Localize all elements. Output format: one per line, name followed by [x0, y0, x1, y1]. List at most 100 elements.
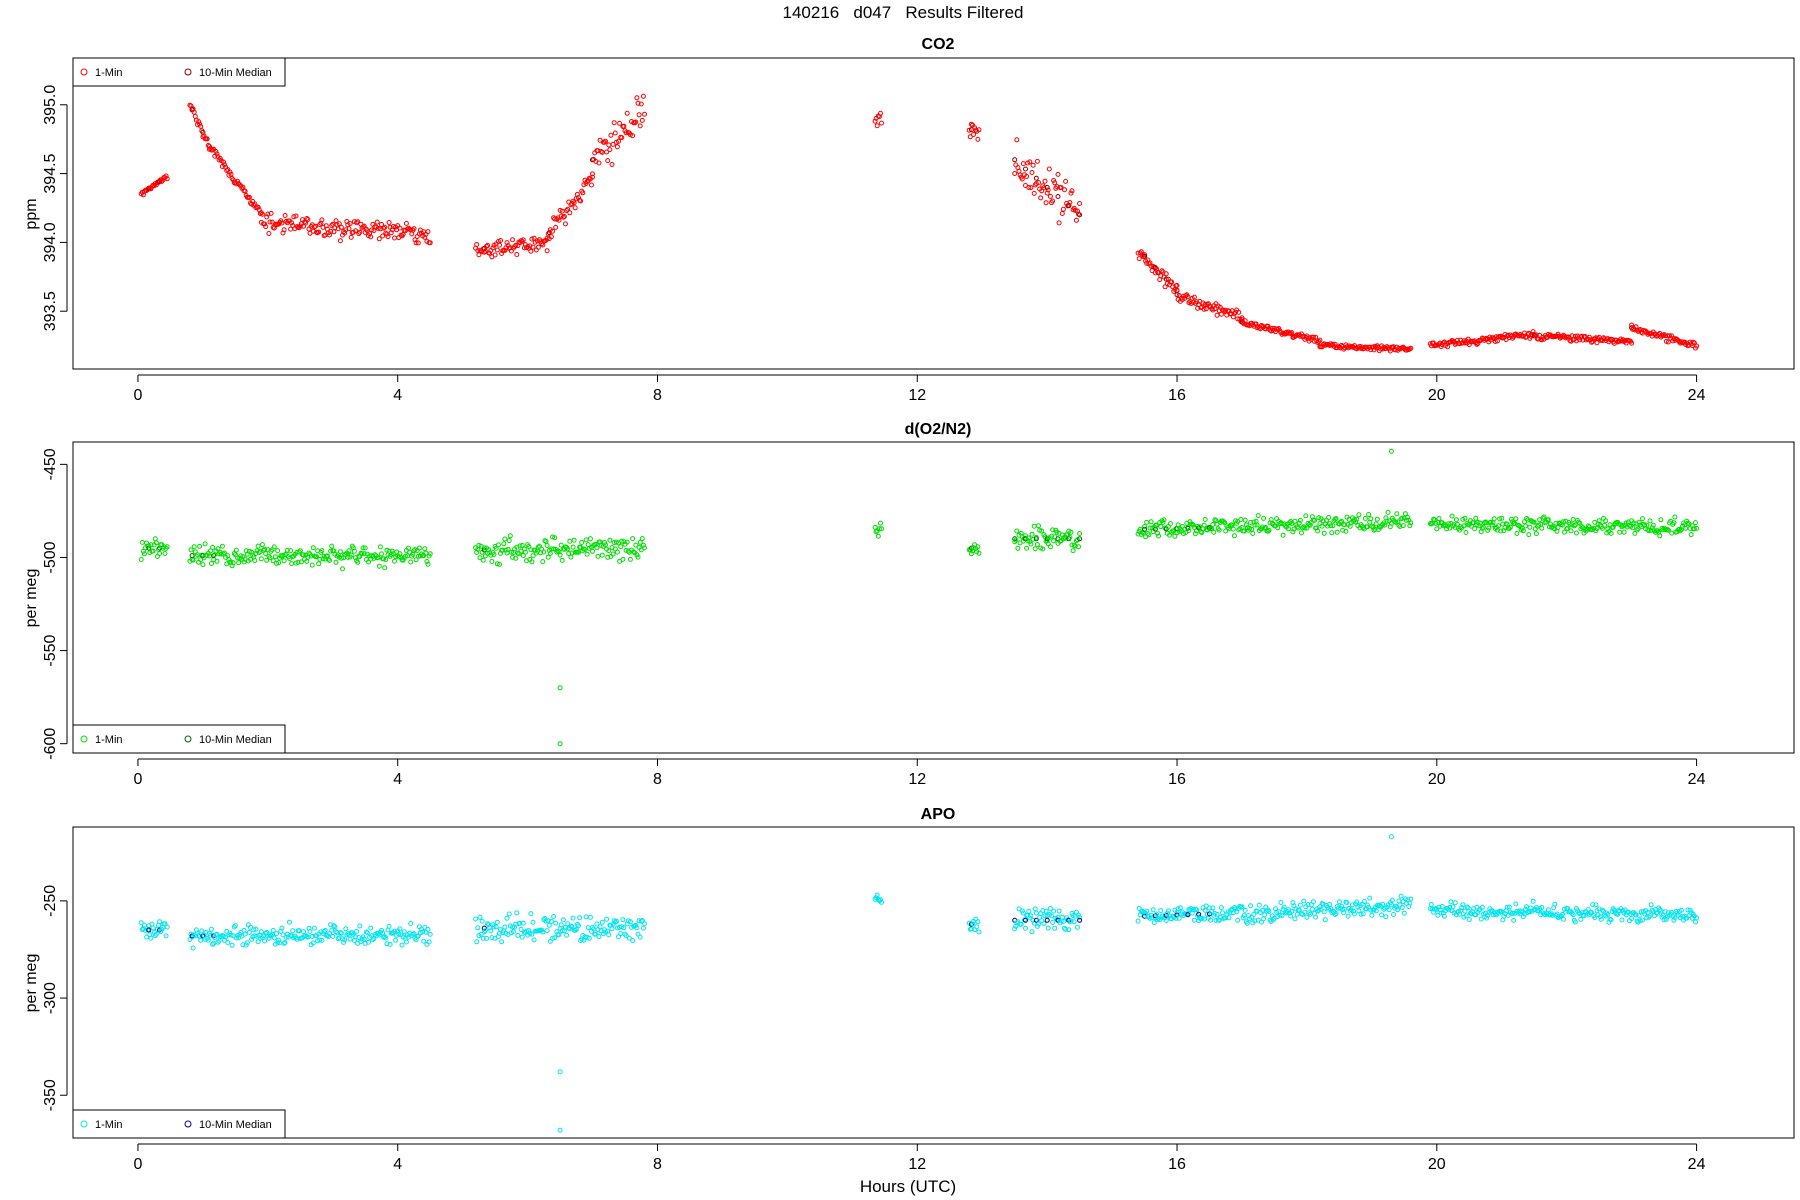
data-point — [545, 918, 551, 924]
data-point — [208, 932, 213, 938]
data-point — [1076, 544, 1081, 550]
data-point — [162, 921, 168, 927]
data-point — [333, 929, 339, 935]
data-point — [1027, 159, 1033, 165]
legend-box — [72, 1109, 286, 1139]
data-point — [214, 558, 220, 564]
data-point — [1176, 529, 1182, 534]
data-point — [1068, 529, 1074, 535]
data-point — [1190, 907, 1196, 913]
data-point — [1162, 284, 1168, 290]
data-point — [1513, 516, 1519, 522]
data-point — [621, 123, 627, 129]
data-point — [361, 936, 367, 942]
data-point — [199, 928, 205, 934]
data-point — [1479, 904, 1485, 910]
data-point — [263, 551, 269, 557]
data-point — [619, 135, 625, 141]
data-point — [164, 176, 170, 182]
data-point — [325, 556, 331, 562]
data-point — [1514, 531, 1520, 536]
data-point — [1279, 521, 1285, 527]
data-point — [474, 939, 480, 945]
data-point — [593, 931, 599, 937]
data-point — [1026, 185, 1032, 190]
data-point — [1196, 302, 1202, 307]
data-point — [351, 548, 357, 554]
data-point — [879, 120, 884, 126]
data-point — [141, 551, 147, 557]
data-point — [210, 544, 216, 550]
data-point — [633, 922, 639, 928]
data-point — [1014, 528, 1020, 534]
data-point — [246, 929, 252, 935]
data-point — [1322, 917, 1328, 923]
data-point — [971, 132, 976, 137]
data-point — [587, 914, 593, 920]
data-point — [364, 930, 370, 936]
data-point — [1058, 185, 1064, 190]
data-point — [567, 538, 573, 544]
data-point — [336, 935, 342, 941]
data-point — [1250, 531, 1256, 536]
data-point — [307, 929, 313, 934]
data-point — [215, 546, 221, 552]
median-point — [1023, 917, 1028, 923]
data-point — [611, 120, 617, 126]
data-point — [231, 551, 237, 556]
data-point — [346, 548, 352, 554]
data-point — [1029, 929, 1035, 935]
data-point — [545, 554, 551, 560]
data-point — [563, 221, 568, 227]
data-point — [570, 915, 576, 921]
data-point — [1281, 904, 1287, 910]
data-point — [297, 548, 303, 554]
data-point — [1598, 916, 1604, 922]
data-point — [621, 539, 627, 545]
data-point — [556, 932, 562, 938]
data-point — [1520, 528, 1526, 534]
data-point — [540, 929, 546, 935]
data-point — [595, 553, 601, 559]
data-point — [274, 931, 279, 937]
data-point — [555, 548, 561, 554]
data-point — [564, 932, 570, 938]
data-point — [347, 221, 353, 226]
data-point — [1071, 919, 1077, 925]
data-point — [531, 937, 537, 943]
data-point — [1340, 907, 1346, 913]
data-point — [610, 141, 616, 147]
data-point — [1621, 529, 1627, 535]
data-point — [1474, 341, 1480, 347]
data-point — [551, 914, 557, 919]
data-point — [1400, 523, 1406, 529]
data-point — [388, 230, 394, 236]
data-point — [1154, 522, 1159, 528]
data-point — [1678, 339, 1684, 345]
data-point — [635, 100, 641, 106]
data-point — [557, 1127, 563, 1133]
data-point — [1066, 927, 1072, 933]
data-point — [1577, 520, 1583, 526]
data-point — [1286, 526, 1291, 532]
data-point — [510, 924, 515, 930]
data-point — [1239, 904, 1245, 910]
data-point — [256, 550, 262, 555]
data-point — [1241, 528, 1247, 534]
data-point — [354, 220, 360, 226]
data-point — [1351, 908, 1356, 914]
data-point — [1220, 910, 1225, 916]
data-point — [330, 933, 336, 939]
data-point — [477, 555, 483, 561]
data-point — [1028, 913, 1034, 919]
data-point — [366, 939, 371, 945]
median-point — [1033, 175, 1039, 181]
legend-label: 10-Min Median — [199, 67, 272, 79]
data-point — [1578, 916, 1584, 922]
data-point — [1344, 900, 1350, 906]
data-point — [637, 123, 643, 129]
data-point — [1516, 523, 1522, 529]
data-point — [386, 548, 392, 554]
data-point — [602, 540, 607, 545]
data-point — [1518, 908, 1524, 914]
